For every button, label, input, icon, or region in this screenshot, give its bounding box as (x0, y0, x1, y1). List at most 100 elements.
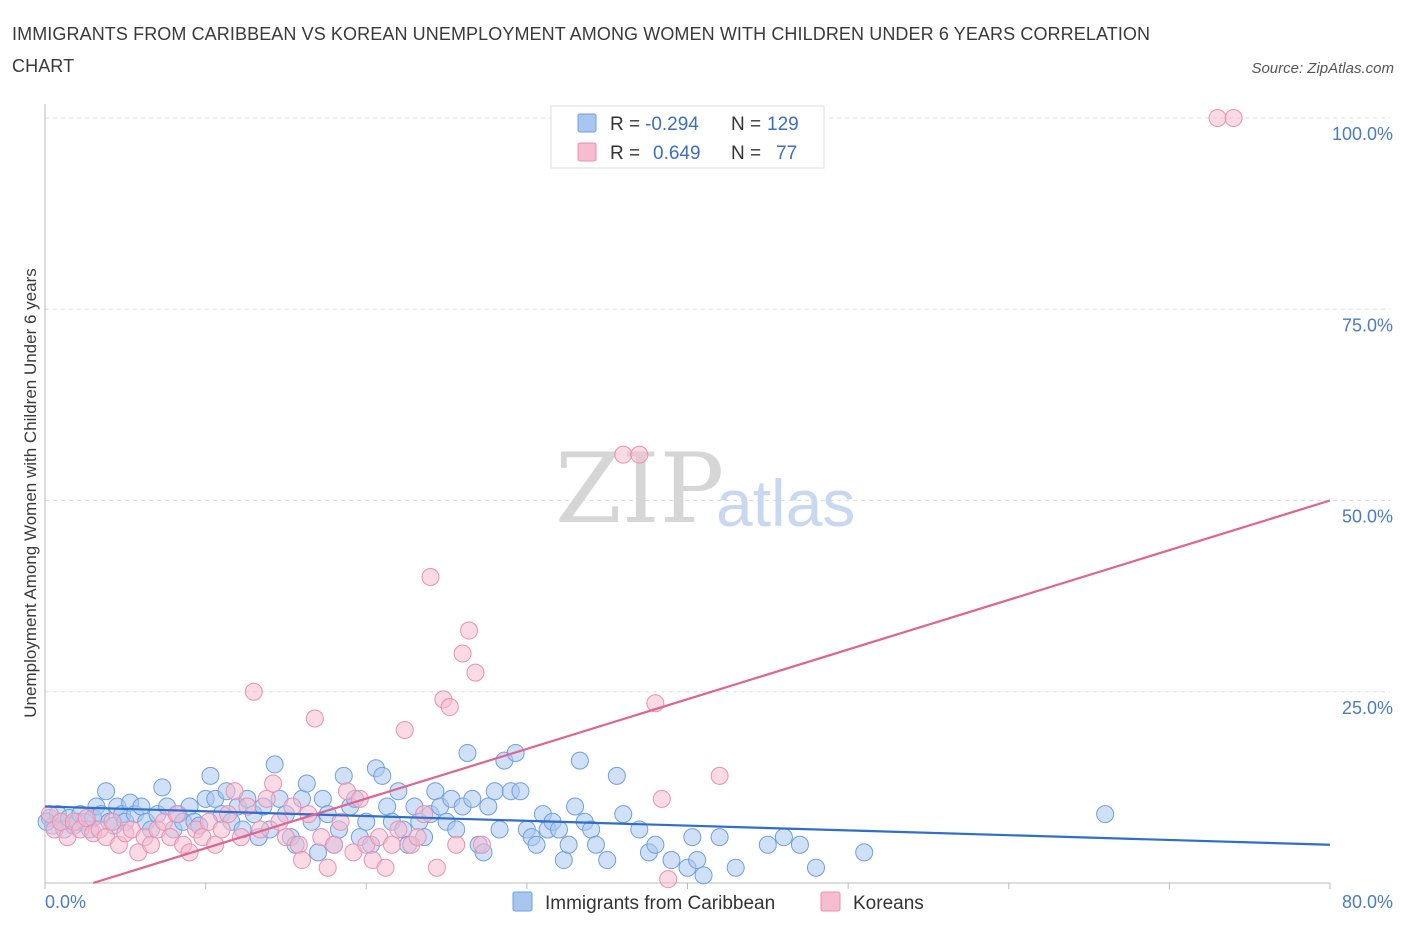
legend-r-value-koreans: 0.649 (653, 143, 701, 164)
caribbean-point-109 (607, 766, 626, 785)
korean-point-74 (1208, 109, 1227, 127)
korean-point-40 (293, 851, 311, 870)
korean-point-61 (427, 858, 446, 877)
caribbean-point-100 (550, 820, 568, 839)
korean-point-28 (219, 805, 238, 824)
caribbean-point-126 (1096, 805, 1115, 824)
caribbean-point-67 (373, 766, 392, 785)
caribbean-point-47 (265, 755, 284, 774)
legend-n-value-caribbean: 129 (767, 114, 799, 135)
caribbean-point-14 (97, 782, 116, 801)
caribbean-point-77 (426, 782, 445, 801)
y-tick-label-1: 50.0% (1342, 507, 1393, 527)
korean-point-16 (142, 835, 161, 854)
korean-point-39 (289, 835, 308, 854)
caribbean-point-119 (710, 828, 729, 847)
korean-point-65 (453, 644, 472, 663)
legend-swatch-koreans (577, 142, 597, 162)
caribbean-point-107 (586, 835, 605, 854)
caribbean-point-102 (559, 835, 578, 854)
caribbean-point-22 (132, 797, 151, 816)
y-tick-label-3: 100.0% (1332, 124, 1393, 144)
caribbean-point-81 (447, 820, 466, 839)
korean-point-63 (440, 698, 459, 717)
korean-point-42 (305, 709, 324, 728)
axes (44, 104, 1331, 889)
korean-point-35 (264, 774, 283, 793)
caribbean-point-35 (201, 766, 220, 785)
caribbean-point-117 (688, 851, 707, 870)
caribbean-point-110 (614, 805, 633, 824)
korean-point-20 (167, 805, 186, 824)
korean-point-45 (325, 835, 344, 854)
caribbean-point-84 (463, 789, 482, 808)
series-caribbean-points (37, 743, 1115, 885)
tick-labels: 25.0% 50.0% 75.0% 100.0% 0.0% 80.0% (45, 124, 1393, 912)
korean-point-46 (331, 812, 350, 831)
series-legend: Immigrants from Caribbean Koreans (512, 891, 924, 914)
legend-item-koreans-label: Koreans (853, 893, 924, 914)
korean-point-69 (614, 445, 633, 464)
gridlines (45, 117, 1390, 693)
korean-point-59 (415, 805, 434, 824)
legend-n-label-koreans: N = (731, 143, 761, 164)
korean-point-67 (466, 663, 485, 682)
x-tick-label-0: 0.0% (45, 892, 86, 912)
korean-point-10 (103, 812, 122, 831)
caribbean-point-56 (313, 789, 332, 808)
caribbean-point-60 (334, 766, 353, 785)
y-axis-label: Unemployment Among Women with Children U… (21, 268, 40, 717)
korean-point-75 (1224, 109, 1243, 127)
korean-point-27 (212, 820, 231, 839)
caribbean-point-104 (570, 751, 589, 770)
korean-point-54 (382, 835, 401, 854)
caribbean-point-83 (458, 743, 477, 762)
korean-point-64 (447, 835, 466, 854)
legend-item-caribbean-swatch (512, 891, 533, 912)
chart-title: IMMIGRANTS FROM CARIBBEAN VS KOREAN UNEM… (12, 24, 1151, 76)
caribbean-point-103 (566, 797, 585, 816)
korean-point-60 (421, 568, 440, 586)
chart-source: Source: ZipAtlas.com (1251, 60, 1394, 77)
caribbean-point-124 (807, 858, 825, 877)
korean-point-73 (710, 766, 729, 785)
caribbean-point-121 (758, 835, 777, 854)
caribbean-point-116 (683, 828, 702, 847)
caribbean-point-26 (153, 778, 172, 797)
caribbean-point-114 (662, 851, 681, 870)
korean-point-6 (77, 808, 96, 827)
caribbean-point-122 (774, 828, 793, 847)
korean-point-44 (318, 858, 337, 877)
legend-item-koreans-swatch (820, 891, 841, 912)
stats-legend: R = -0.294 N = 129 R = 0.649 N = 77 (550, 105, 825, 169)
legend-n-value-koreans: 77 (776, 143, 797, 164)
caribbean-point-89 (490, 820, 509, 839)
trend-line-caribbean (44, 805, 1331, 846)
korean-point-56 (395, 721, 414, 739)
legend-r-label-caribbean: R = (610, 114, 640, 135)
caribbean-point-120 (726, 858, 745, 877)
watermark-atlas: atlas (716, 466, 855, 540)
y-tick-label-2: 75.0% (1342, 315, 1393, 335)
caribbean-point-93 (511, 782, 530, 801)
caribbean-point-88 (485, 782, 504, 801)
korean-point-76 (659, 870, 678, 889)
korean-point-66 (460, 621, 479, 640)
korean-point-31 (238, 797, 257, 816)
legend-item-caribbean-label: Immigrants from Caribbean (545, 893, 775, 914)
legend-swatch-caribbean (577, 113, 597, 133)
trend-line-koreans (92, 499, 1331, 885)
korean-point-68 (472, 835, 491, 854)
caribbean-point-87 (479, 797, 498, 816)
y-tick-label-0: 25.0% (1342, 698, 1393, 718)
caribbean-point-68 (378, 797, 397, 816)
korean-point-32 (244, 682, 263, 701)
korean-point-38 (283, 797, 302, 816)
watermark: ZIP atlas (555, 433, 855, 545)
caribbean-point-53 (297, 774, 316, 793)
korean-point-53 (376, 858, 395, 877)
caribbean-point-118 (694, 866, 713, 885)
caribbean-point-64 (357, 812, 376, 831)
caribbean-point-101 (554, 851, 573, 870)
